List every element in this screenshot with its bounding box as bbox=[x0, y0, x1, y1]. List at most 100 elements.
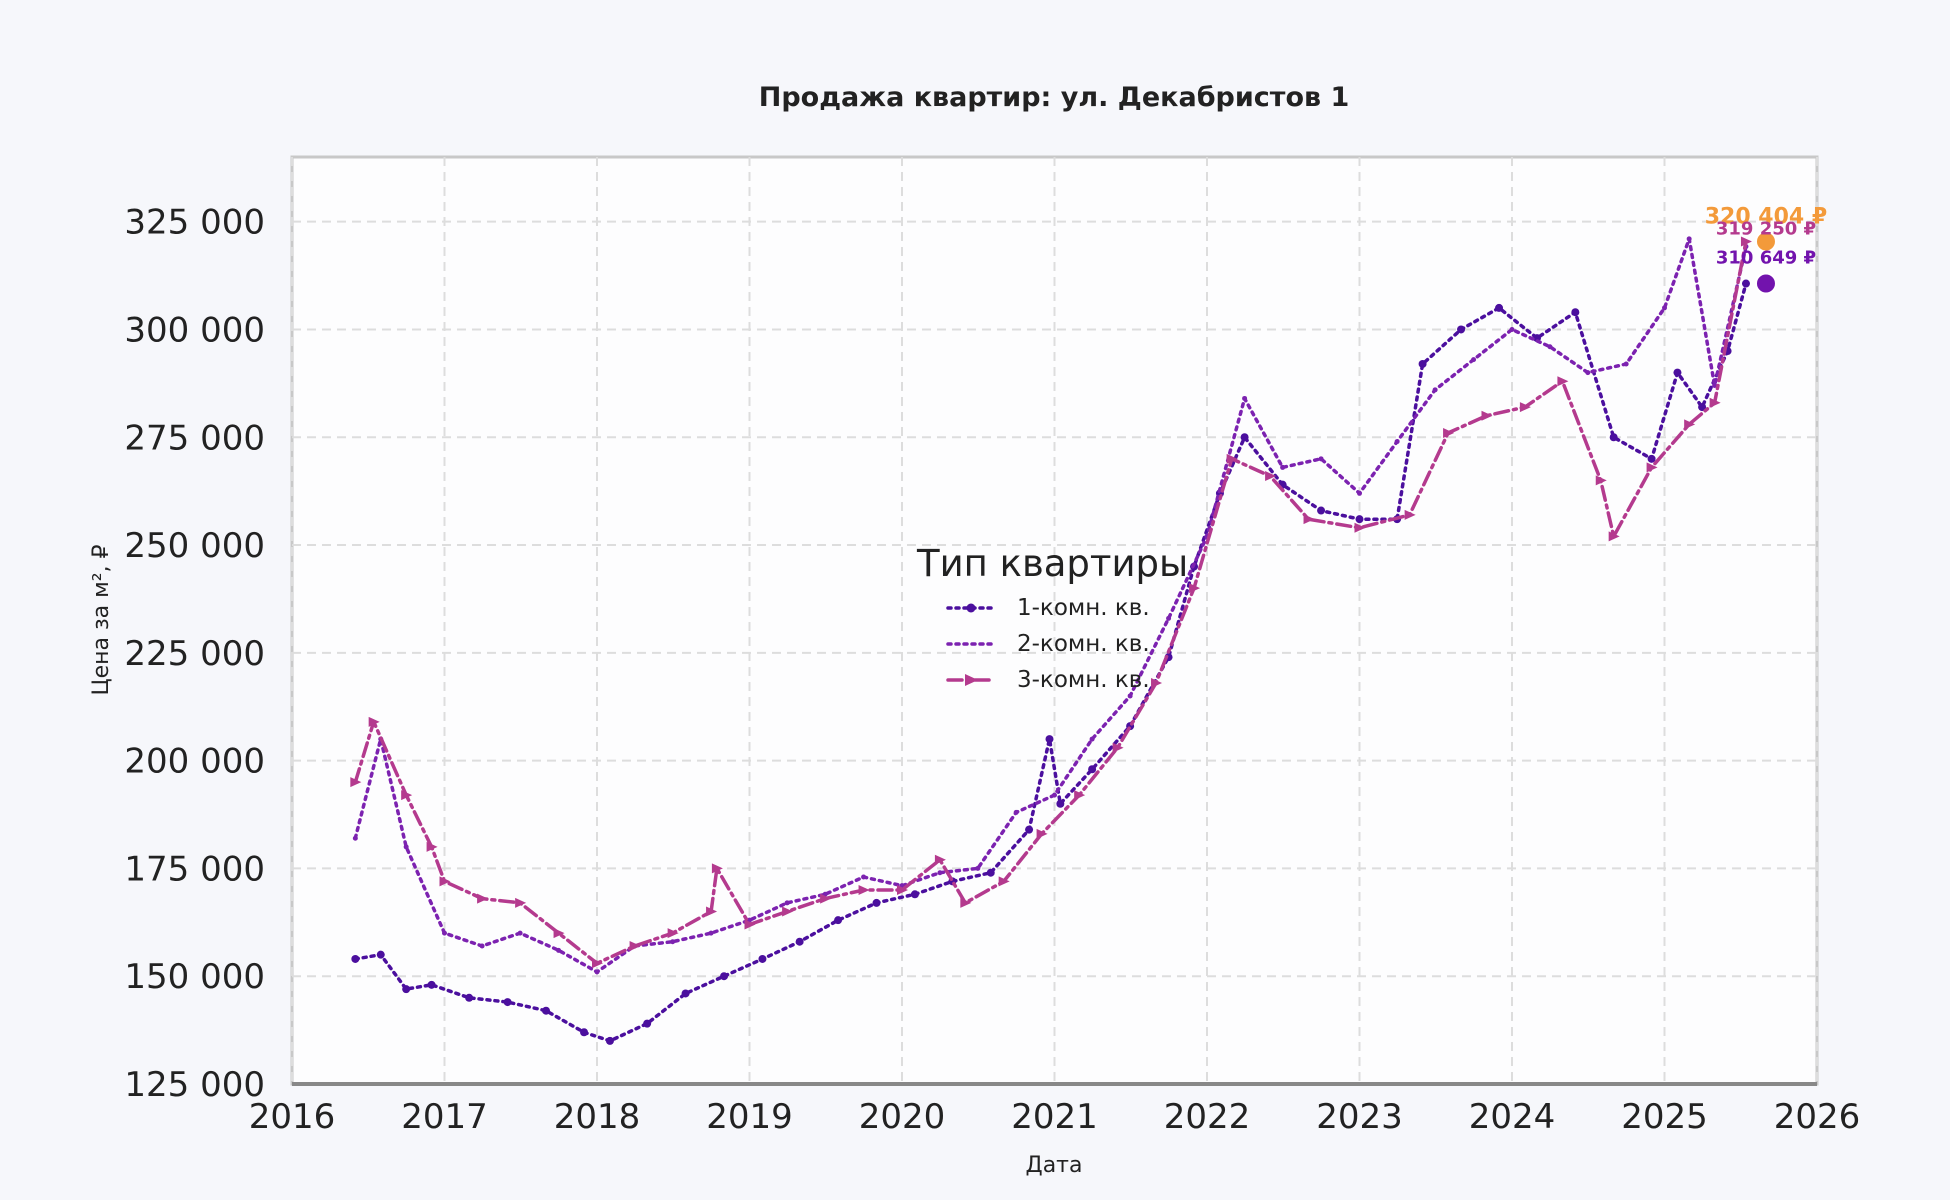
data-point-3 bbox=[1074, 790, 1086, 801]
data-point-2 bbox=[352, 835, 358, 841]
data-point-2 bbox=[1242, 395, 1248, 401]
data-point-3 bbox=[515, 897, 527, 908]
data-point-2 bbox=[1127, 693, 1133, 699]
axes: 2016 2017 2018 2019 2020 2021 2022 2023 2024 2025… bbox=[124, 203, 1860, 1137]
data-point-3 bbox=[706, 906, 718, 917]
legend-title: Тип квартиры bbox=[916, 542, 1188, 585]
y-tick-label: 300 000 bbox=[124, 310, 265, 350]
data-point-1 bbox=[580, 1028, 589, 1037]
data-point-1 bbox=[1571, 308, 1580, 317]
data-point-1 bbox=[1056, 799, 1065, 808]
data-point-3 bbox=[592, 958, 603, 969]
data-point-2 bbox=[1712, 383, 1718, 389]
data-point-3 bbox=[1151, 678, 1163, 689]
y-tick-label: 150 000 bbox=[124, 957, 265, 997]
data-point-3 bbox=[629, 941, 641, 952]
data-point-1 bbox=[910, 890, 919, 899]
data-point-3 bbox=[1189, 583, 1201, 594]
end-label-2: 319 250 ₽ bbox=[1716, 218, 1816, 239]
data-point-3 bbox=[350, 777, 362, 788]
data-point-3 bbox=[1608, 531, 1620, 542]
series-3 bbox=[350, 236, 1752, 969]
data-point-1 bbox=[1355, 515, 1364, 524]
data-point-1 bbox=[1317, 506, 1326, 515]
end-marker-1 bbox=[1754, 230, 1777, 253]
data-point-2 bbox=[442, 930, 447, 936]
y-tick-label: 275 000 bbox=[124, 418, 265, 458]
data-point-2 bbox=[1394, 439, 1400, 445]
data-point-2 bbox=[1013, 809, 1019, 815]
data-point-3 bbox=[960, 897, 972, 908]
data-point-2 bbox=[1686, 236, 1692, 242]
data-point-2 bbox=[708, 930, 714, 936]
data-point-3 bbox=[1709, 397, 1721, 408]
y-tick-label: 200 000 bbox=[124, 742, 265, 782]
x-tick-label: 2026 bbox=[1774, 1097, 1861, 1137]
data-point-1 bbox=[1673, 368, 1682, 377]
data-point-1 bbox=[720, 972, 729, 981]
series-layer bbox=[350, 236, 1752, 1045]
data-point-1 bbox=[1741, 279, 1750, 288]
data-point-1 bbox=[376, 950, 385, 959]
y-tick-label: 175 000 bbox=[124, 849, 265, 889]
data-point-2 bbox=[1166, 615, 1172, 621]
data-point-1 bbox=[465, 993, 474, 1002]
y-tick-label: 125 000 bbox=[124, 1065, 265, 1105]
legend-marker-3 bbox=[965, 674, 978, 686]
x-tick-label: 2017 bbox=[401, 1097, 488, 1137]
data-point-3 bbox=[401, 790, 413, 801]
data-point-2 bbox=[784, 900, 790, 906]
data-point-3 bbox=[897, 884, 908, 895]
data-point-2 bbox=[594, 969, 600, 975]
data-point-2 bbox=[556, 947, 562, 953]
data-point-1 bbox=[1045, 735, 1054, 744]
legend-swatch-3 bbox=[946, 674, 996, 686]
y-tick-label: 250 000 bbox=[124, 526, 265, 566]
legend-entry-3: 3-комн. кв. bbox=[946, 667, 1150, 693]
x-tick-label: 2019 bbox=[706, 1097, 793, 1137]
y-tick-label: 325 000 bbox=[124, 203, 265, 243]
data-point-3 bbox=[1112, 742, 1124, 753]
data-point-1 bbox=[1495, 303, 1504, 312]
data-point-1 bbox=[1088, 765, 1097, 774]
data-point-1 bbox=[872, 898, 881, 907]
data-point-2 bbox=[1089, 736, 1095, 742]
data-point-2 bbox=[1357, 490, 1362, 496]
data-point-3 bbox=[477, 893, 489, 904]
data-point-1 bbox=[795, 937, 804, 946]
data-point-3 bbox=[1646, 462, 1658, 473]
data-point-2 bbox=[937, 870, 943, 876]
data-point-1 bbox=[1418, 359, 1427, 368]
data-point-3 bbox=[934, 854, 946, 865]
data-point-3 bbox=[1595, 475, 1607, 486]
data-point-3 bbox=[820, 893, 832, 904]
data-point-1 bbox=[758, 954, 767, 963]
data-point-2 bbox=[1052, 792, 1057, 798]
x-tick-label: 2016 bbox=[249, 1097, 336, 1137]
data-point-3 bbox=[1036, 828, 1048, 839]
data-point-3 bbox=[1481, 410, 1493, 421]
data-point-3 bbox=[1443, 427, 1455, 438]
data-point-1 bbox=[351, 954, 360, 963]
data-point-2 bbox=[975, 865, 981, 871]
legend-swatch-1 bbox=[946, 603, 996, 613]
x-tick-label: 2022 bbox=[1164, 1097, 1251, 1137]
data-point-2 bbox=[1662, 305, 1667, 311]
x-tick-label: 2020 bbox=[859, 1097, 946, 1137]
chart-title: Продажа квартир: ул. Декабристов 1 bbox=[759, 82, 1350, 113]
data-point-1 bbox=[1647, 454, 1656, 463]
legend-marker-1 bbox=[966, 603, 976, 613]
x-tick-label: 2018 bbox=[554, 1097, 641, 1137]
y-tick-label: 225 000 bbox=[124, 634, 265, 674]
data-point-3 bbox=[439, 876, 451, 887]
data-point-3 bbox=[711, 863, 723, 874]
data-point-2 bbox=[1547, 344, 1553, 350]
end-marker-3 bbox=[1754, 272, 1777, 295]
end-label-3: 310 649 ₽ bbox=[1716, 248, 1816, 269]
data-point-2 bbox=[1432, 387, 1438, 393]
legend-label-2: 2-комн. кв. bbox=[1017, 631, 1150, 657]
end-label-1: 320 404 ₽ bbox=[1705, 204, 1827, 229]
data-point-1 bbox=[503, 998, 512, 1007]
data-point-3 bbox=[1684, 419, 1696, 430]
